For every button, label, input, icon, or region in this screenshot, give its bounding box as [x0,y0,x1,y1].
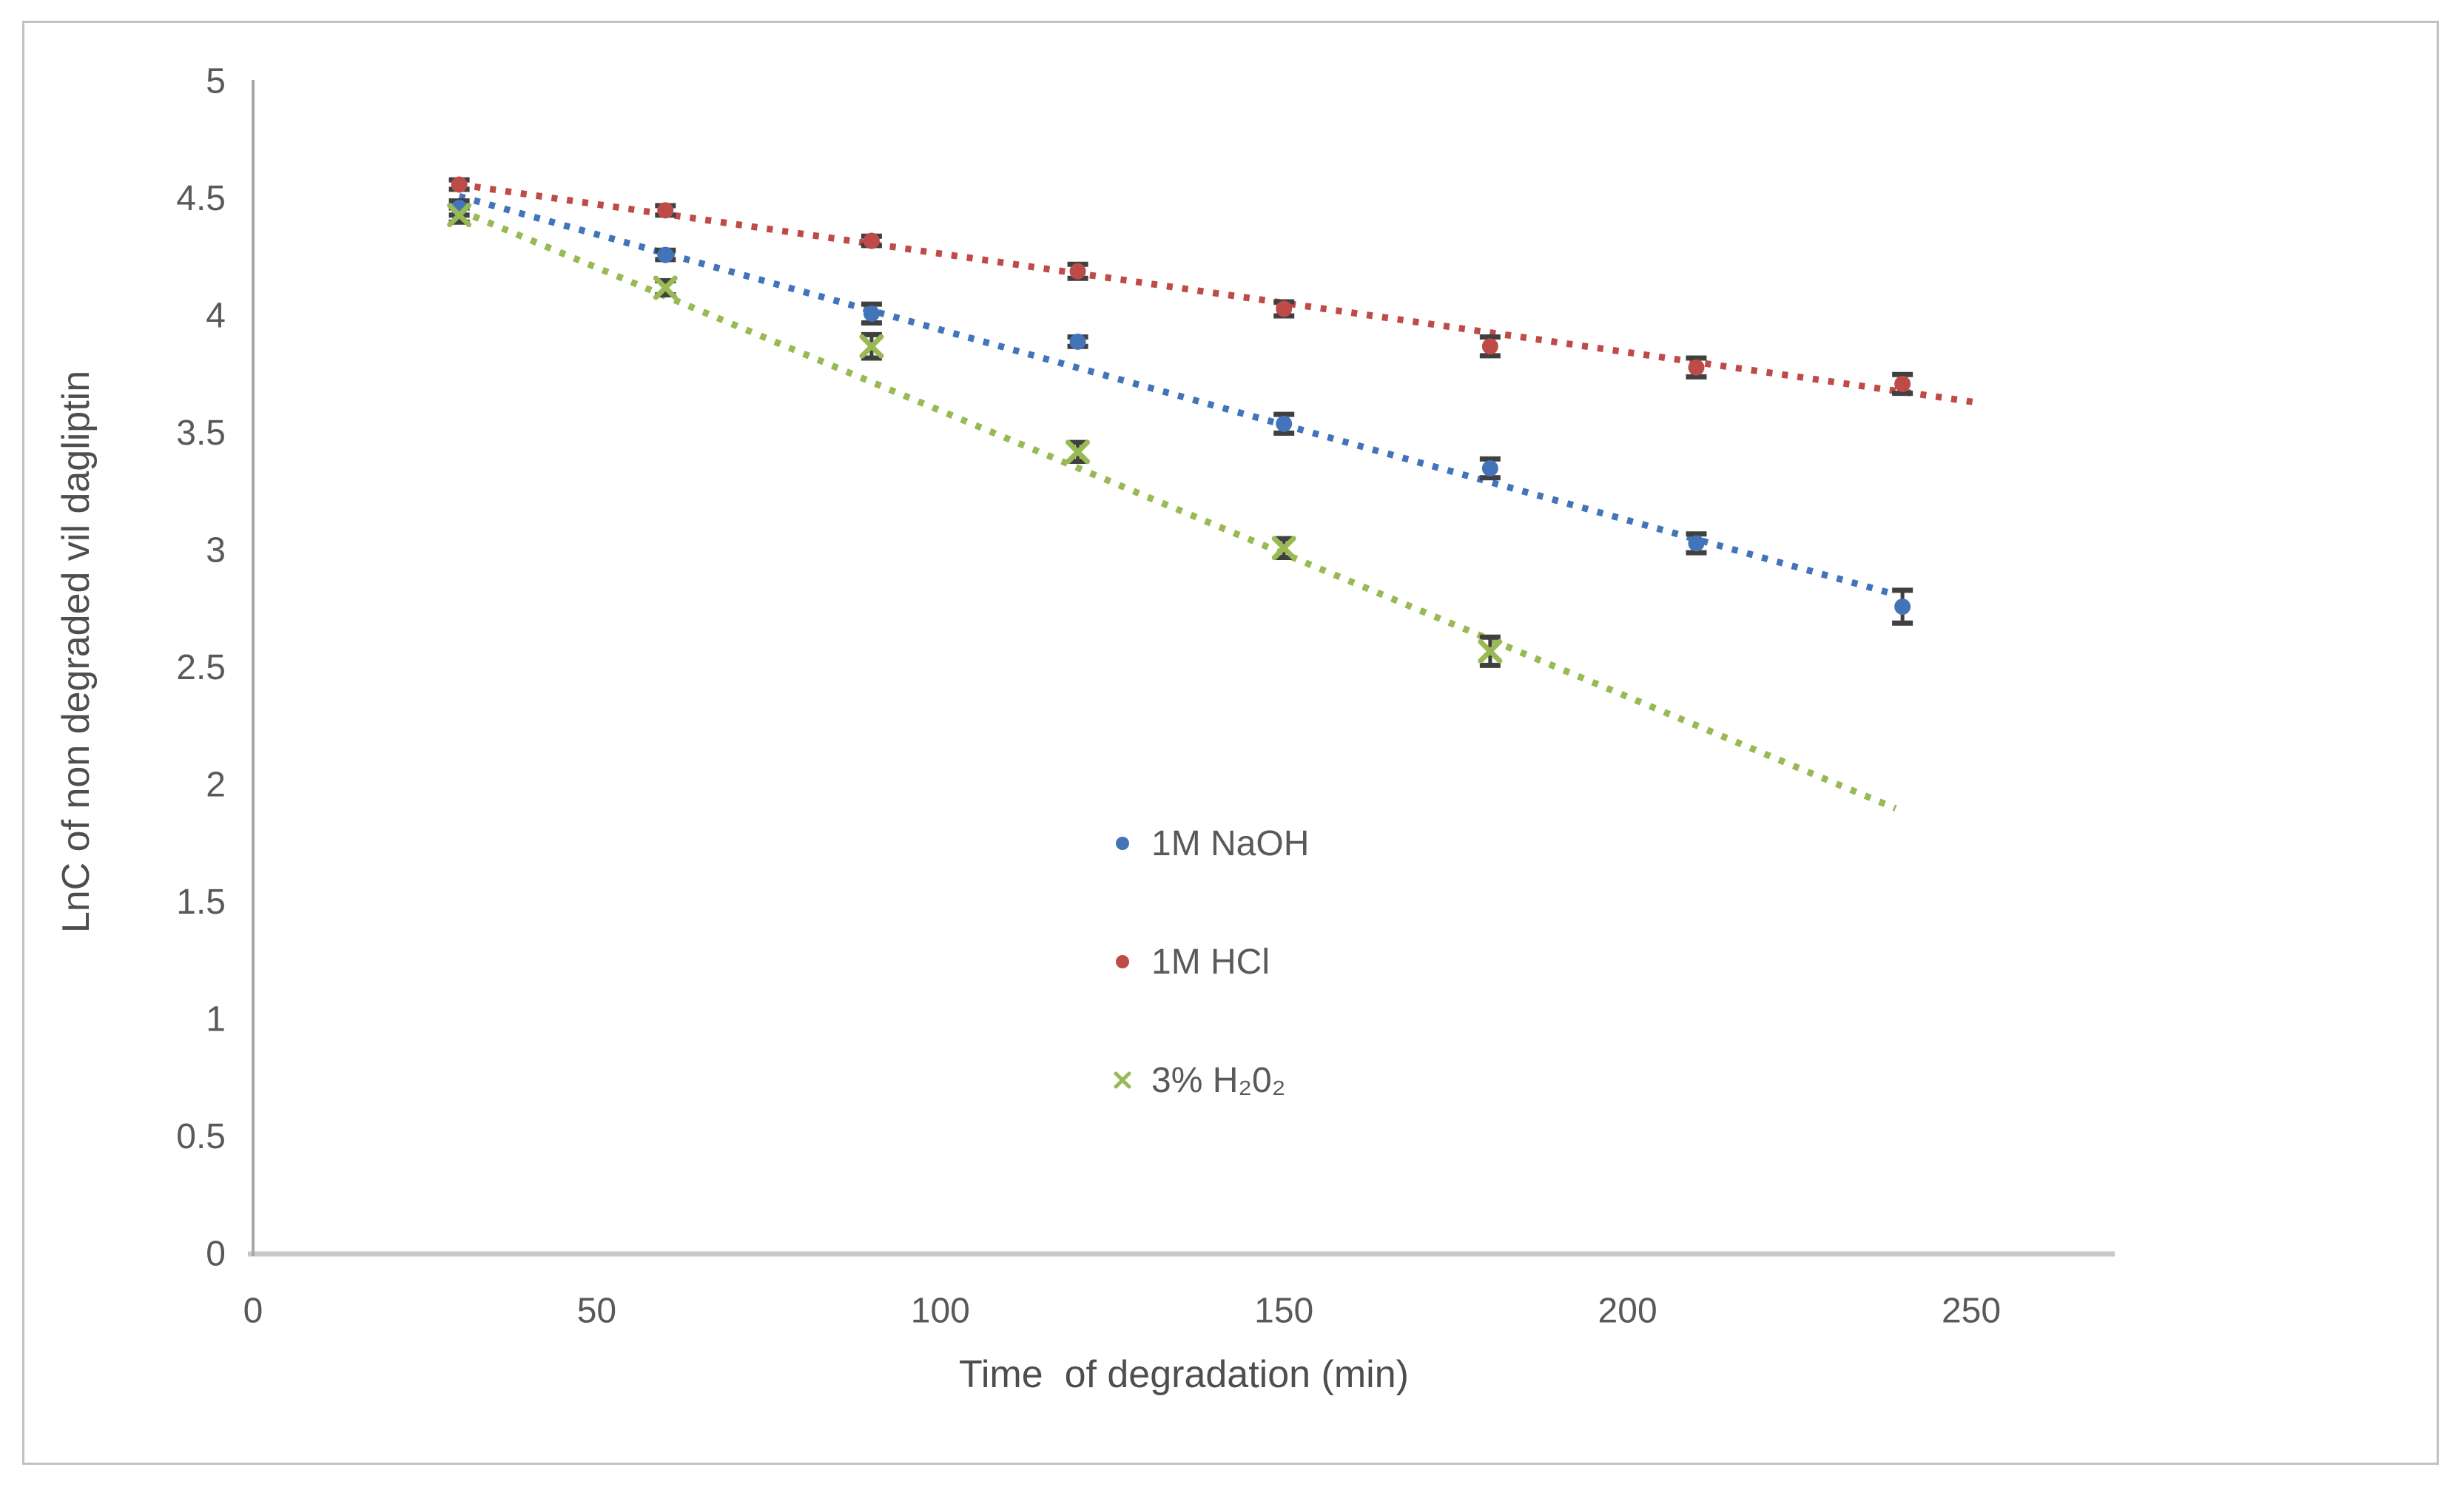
data-point-3-h-0- [1066,439,1091,465]
legend-item-hcl: 1M HCl [1110,937,1309,987]
data-point-3-h-0- [859,334,884,359]
trendline-1m-naoh [458,192,1890,596]
data-point-1m-hcl [657,202,674,219]
legend: 1M NaOH 1M HCl 3% H₂0₂ [1110,818,1309,1173]
y-tick-label: 3 [206,531,226,570]
data-point-1m-hcl [1688,359,1705,376]
data-point-1m-naoh [1276,415,1293,432]
data-point-3-h-0- [447,203,472,228]
x-tick-label: 100 [911,1292,970,1331]
trendline-1m-hcl [459,181,1979,406]
y-tick-label: 2 [206,766,226,805]
data-point-1m-hcl [1276,300,1293,317]
x-tick-label: 0 [243,1292,263,1331]
data-point-1m-hcl [1069,263,1086,280]
legend-label: 1M NaOH [1151,823,1310,863]
data-point-3-h-0- [1271,536,1296,561]
data-point-1m-naoh [1688,535,1705,552]
y-tick-label: 4.5 [176,179,226,218]
data-point-1m-hcl [863,232,880,249]
x-tick-label: 50 [577,1292,616,1331]
y-tick-label: 0.5 [176,1117,226,1156]
y-tick-label: 1.5 [176,883,226,922]
data-point-3-h-0- [1478,638,1503,664]
data-point-1m-naoh [1069,333,1086,350]
data-point-3-h-0- [653,275,678,300]
data-point-1m-naoh [1894,598,1911,616]
y-tick-label: 4 [206,297,226,336]
y-tick-label: 2.5 [176,648,226,687]
data-point-1m-naoh [863,305,880,322]
h2o2-series-marker-icon [1110,1068,1135,1093]
trendline-3-h-0- [457,207,1897,812]
data-point-1m-naoh [1481,460,1498,477]
x-tick-label: 150 [1254,1292,1313,1331]
data-point-1m-hcl [1894,375,1911,392]
hcl-series-marker-icon [1110,949,1135,974]
data-point-1m-hcl [451,176,468,193]
legend-label: 1M HCl [1151,942,1270,982]
y-axis-title: LnC of non degraded vil dagliptin [55,370,98,934]
legend-item-h2o2: 3% H₂0₂ [1110,1055,1309,1105]
y-tick-label: 1 [206,1000,226,1039]
x-tick-label: 250 [1942,1292,2001,1331]
x-tick-label: 200 [1598,1292,1657,1331]
x-axis-title: Time of degradation (min) [959,1353,1409,1396]
legend-label: 3% H₂0₂ [1151,1060,1286,1100]
data-point-1m-hcl [1481,338,1498,355]
y-tick-label: 5 [206,62,226,101]
figure-border [22,21,2439,1465]
y-tick-label: 0 [206,1235,226,1274]
naoh-series-marker-icon [1110,831,1135,856]
y-tick-label: 3.5 [176,414,226,453]
data-point-1m-naoh [657,246,674,263]
legend-item-naoh: 1M NaOH [1110,818,1309,869]
